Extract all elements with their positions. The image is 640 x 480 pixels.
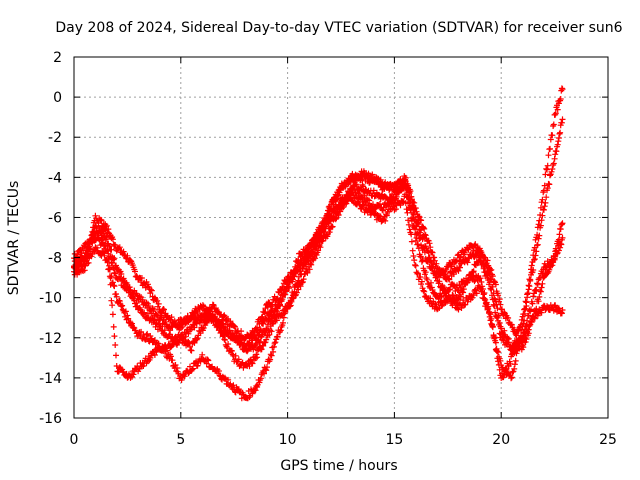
y-tick-label: -4 [48, 170, 62, 186]
x-axis-label: GPS time / hours [280, 458, 397, 474]
y-tick-label: -8 [48, 251, 62, 267]
x-tick-label: 10 [279, 432, 297, 448]
y-tick-label: 0 [53, 90, 62, 106]
y-tick-label: -6 [48, 210, 62, 226]
x-tick-label: 15 [385, 432, 403, 448]
y-tick-label: -12 [39, 331, 62, 347]
y-tick-label: -14 [39, 371, 62, 387]
x-tick-label: 20 [492, 432, 510, 448]
data-series [71, 85, 566, 402]
grid-lines [74, 57, 608, 418]
y-tick-label: -2 [48, 130, 62, 146]
x-tick-label: 25 [599, 432, 617, 448]
y-tick-label: -10 [39, 291, 62, 307]
y-tick-label: -16 [39, 411, 62, 427]
y-tick-label: 2 [53, 50, 62, 66]
y-axis-label: SDTVAR / TECUs [6, 181, 22, 296]
plot-frame [73, 56, 609, 419]
x-tick-label: 5 [176, 432, 185, 448]
chart-title: Day 208 of 2024, Sidereal Day-to-day VTE… [55, 20, 622, 36]
x-tick-label: 0 [70, 432, 79, 448]
